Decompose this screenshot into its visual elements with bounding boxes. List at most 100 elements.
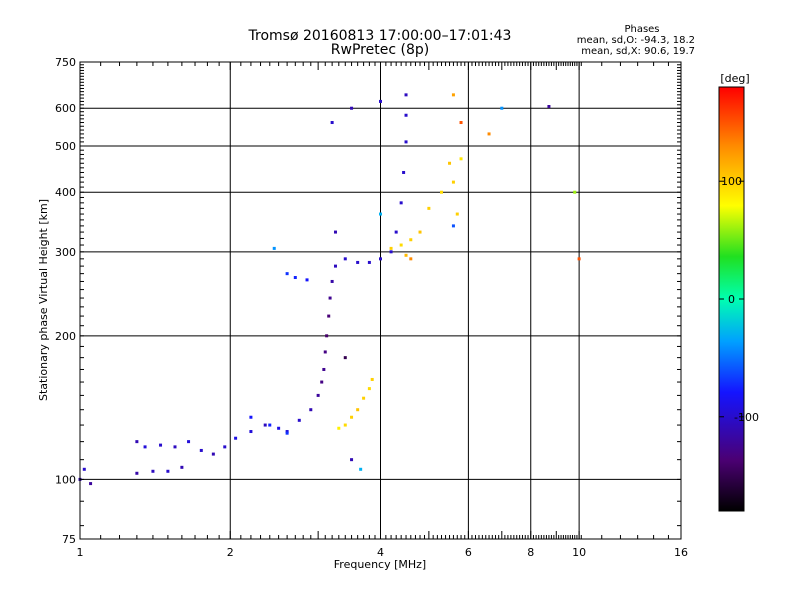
data-point [359, 467, 363, 471]
y-tick-label: 500 [55, 140, 76, 153]
data-point [249, 415, 253, 419]
data-point [173, 445, 177, 449]
data-point [500, 106, 504, 110]
data-point [343, 356, 347, 360]
data-point [547, 105, 551, 109]
data-point [333, 230, 337, 234]
data-point [166, 469, 170, 473]
data-point [187, 440, 191, 444]
data-point [459, 121, 463, 125]
stats-o-mode: mean, sd,O: -94.3, 18.2 [577, 35, 695, 46]
data-point [404, 93, 408, 97]
data-point [389, 246, 393, 250]
data-point [305, 278, 309, 282]
data-point [297, 418, 301, 422]
y-tick-label: 300 [55, 246, 76, 259]
x-tick-label: 16 [674, 546, 688, 559]
data-point [309, 408, 313, 412]
data-point [367, 387, 371, 391]
data-point [399, 243, 403, 247]
data-point [448, 161, 452, 165]
data-point [399, 201, 403, 205]
data-point [320, 380, 324, 384]
data-point [404, 113, 408, 117]
data-point [135, 471, 139, 475]
data-point [272, 246, 276, 250]
data-point [350, 106, 354, 110]
data-point [379, 257, 382, 261]
x-tick-label: 6 [465, 546, 472, 559]
y-tick-label: 400 [55, 186, 76, 199]
data-point [404, 140, 408, 144]
tick-layer: 1 2 4 6 8 10 16 75 100 200 300 400 500 600 750 [55, 56, 688, 559]
data-point [337, 426, 341, 430]
data-point [370, 377, 374, 381]
x-tick-label: 10 [572, 546, 586, 559]
data-point [427, 206, 431, 210]
data-point [89, 482, 93, 486]
data-point [143, 445, 147, 449]
data-point [277, 426, 281, 430]
data-point [82, 467, 86, 471]
data-point [379, 99, 382, 103]
data-point [451, 93, 455, 97]
data-point [451, 224, 455, 228]
plot-frame [79, 61, 682, 540]
data-point [333, 264, 337, 268]
stats-x-mode: mean, sd,X: 90.6, 19.7 [581, 46, 695, 57]
chart-title: Tromsø 20160813 17:00:00–17:01:43 [248, 28, 512, 44]
data-point [379, 212, 382, 216]
colorbar-tick-label: -100 [734, 411, 759, 424]
data-point [577, 257, 581, 261]
colorbar-title: [deg] [720, 72, 749, 85]
data-point [223, 445, 227, 449]
x-tick-label: 4 [377, 546, 384, 559]
data-point [362, 396, 366, 400]
x-axis-label: Frequency [MHz] [334, 558, 426, 571]
data-point [356, 408, 360, 412]
data-point [367, 260, 371, 264]
data-point [268, 423, 272, 427]
data-point [573, 190, 577, 194]
data-point [211, 452, 215, 456]
x-tick-label: 8 [527, 546, 534, 559]
data-point [440, 190, 444, 194]
data-point [487, 132, 491, 136]
y-tick-label: 750 [55, 56, 76, 69]
data-point [159, 443, 163, 447]
data-point [285, 272, 289, 276]
data-points-layer [78, 93, 581, 486]
data-point [293, 276, 297, 280]
grid-layer [80, 62, 681, 539]
colorbar-tick-label: 0 [728, 293, 735, 306]
data-point [323, 350, 327, 354]
data-point [285, 430, 289, 434]
x-tick-label: 1 [77, 546, 84, 559]
data-point [180, 465, 184, 469]
data-point [285, 431, 289, 435]
data-point [459, 157, 463, 161]
data-point [451, 180, 455, 184]
data-point [249, 430, 253, 434]
data-point [199, 448, 203, 452]
colorbar-ticks: 100 0 -100 [719, 175, 759, 424]
data-point [350, 415, 354, 419]
data-point [350, 458, 354, 462]
data-point [455, 212, 459, 216]
colorbar-tick-label: 100 [721, 175, 742, 188]
chart-subtitle: RwPretec (8p) [331, 42, 429, 58]
data-point [234, 436, 238, 440]
data-point [343, 423, 347, 427]
data-point [394, 230, 398, 234]
data-point [328, 296, 332, 300]
y-tick-label: 75 [62, 533, 76, 546]
data-point [135, 440, 139, 444]
data-point [343, 257, 347, 261]
data-point [263, 423, 267, 427]
data-point [402, 170, 406, 174]
data-point [325, 334, 329, 338]
data-point [316, 393, 320, 397]
data-point [389, 250, 393, 254]
y-tick-label: 100 [55, 473, 76, 486]
